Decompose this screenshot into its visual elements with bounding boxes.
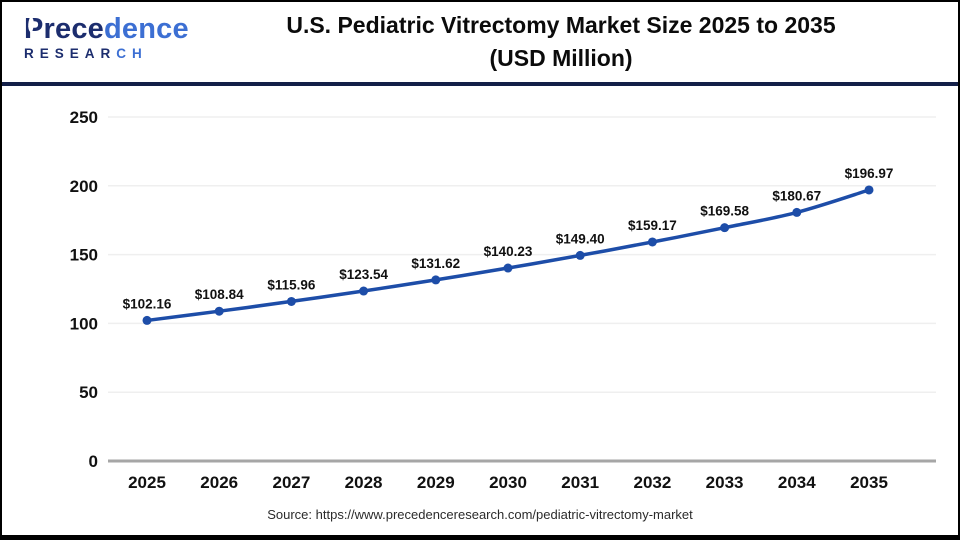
data-label-2029: $131.62	[411, 256, 460, 271]
x-axis-tick-label: 2030	[489, 473, 527, 492]
data-label-2031: $149.40	[556, 231, 605, 246]
data-label-2035: $196.97	[845, 166, 894, 181]
data-point-2032	[647, 237, 657, 247]
data-point-2028	[359, 286, 369, 296]
y-axis-tick-label: 250	[70, 108, 98, 127]
line-chart: 0 50 100 150 200 250 2025 2026 2027 2028 2029 2030 2…	[70, 108, 936, 492]
logo-subtitle: RESEARCH	[24, 47, 189, 61]
x-axis-tick-label: 2035	[850, 473, 888, 492]
data-label-2025: $102.16	[123, 296, 172, 311]
x-axis-tick-label: 2033	[706, 473, 744, 492]
source-note: Source: https://www.precedenceresearch.c…	[267, 507, 693, 522]
header: Precedence RESEARCH U.S. Pediatric Vitre…	[2, 2, 958, 86]
data-label-2028: $123.54	[339, 267, 388, 282]
data-point-2035	[864, 185, 874, 195]
chart-area: 0 50 100 150 200 250 2025 2026 2027 2028 2029 2030 2…	[2, 86, 958, 506]
logo-subtitle-dark: RESEAR	[24, 46, 117, 61]
x-axis-tick-label: 2025	[128, 473, 166, 492]
data-point-2030	[503, 263, 513, 273]
y-axis-tick-label: 200	[70, 177, 98, 196]
logo-wordmark-dark: Prece	[24, 13, 105, 45]
x-axis-tick-label: 2032	[633, 473, 671, 492]
data-point-2029	[431, 275, 441, 285]
data-point-2026	[214, 306, 224, 316]
data-label-2030: $140.23	[484, 244, 533, 259]
x-axis-tick-label: 2028	[345, 473, 383, 492]
x-axis-tick-label: 2034	[778, 473, 816, 492]
y-axis-tick-label: 50	[79, 383, 98, 402]
logo-wordmark-light: dence	[104, 13, 189, 45]
precedence-logo: Precedence RESEARCH	[24, 15, 189, 61]
data-point-2031	[575, 250, 585, 260]
y-axis-tick-label: 100	[70, 314, 98, 333]
x-axis-tick-label: 2027	[272, 473, 310, 492]
logo-wordmark: Precedence	[24, 15, 189, 44]
data-label-2026: $108.84	[195, 287, 244, 302]
data-label-2033: $169.58	[700, 204, 749, 219]
x-axis-tick-label: 2031	[561, 473, 599, 492]
y-axis-tick-label: 150	[70, 246, 98, 265]
x-axis-tick-label: 2029	[417, 473, 455, 492]
x-axis-tick-label: 2026	[200, 473, 238, 492]
chart-title-line2: (USD Million)	[489, 45, 633, 71]
data-point-2034	[792, 207, 802, 217]
chart-title-line1: U.S. Pediatric Vitrectomy Market Size 20…	[286, 12, 836, 38]
data-label-2032: $159.17	[628, 218, 677, 233]
data-label-2034: $180.67	[772, 188, 821, 203]
logo-subtitle-light: CH	[116, 46, 148, 61]
data-point-2025	[142, 315, 152, 325]
data-point-2027	[286, 296, 296, 306]
data-label-2027: $115.96	[267, 277, 316, 292]
y-axis-tick-label: 0	[89, 452, 98, 471]
data-point-2033	[720, 223, 730, 233]
chart-title: U.S. Pediatric Vitrectomy Market Size 20…	[170, 9, 952, 75]
